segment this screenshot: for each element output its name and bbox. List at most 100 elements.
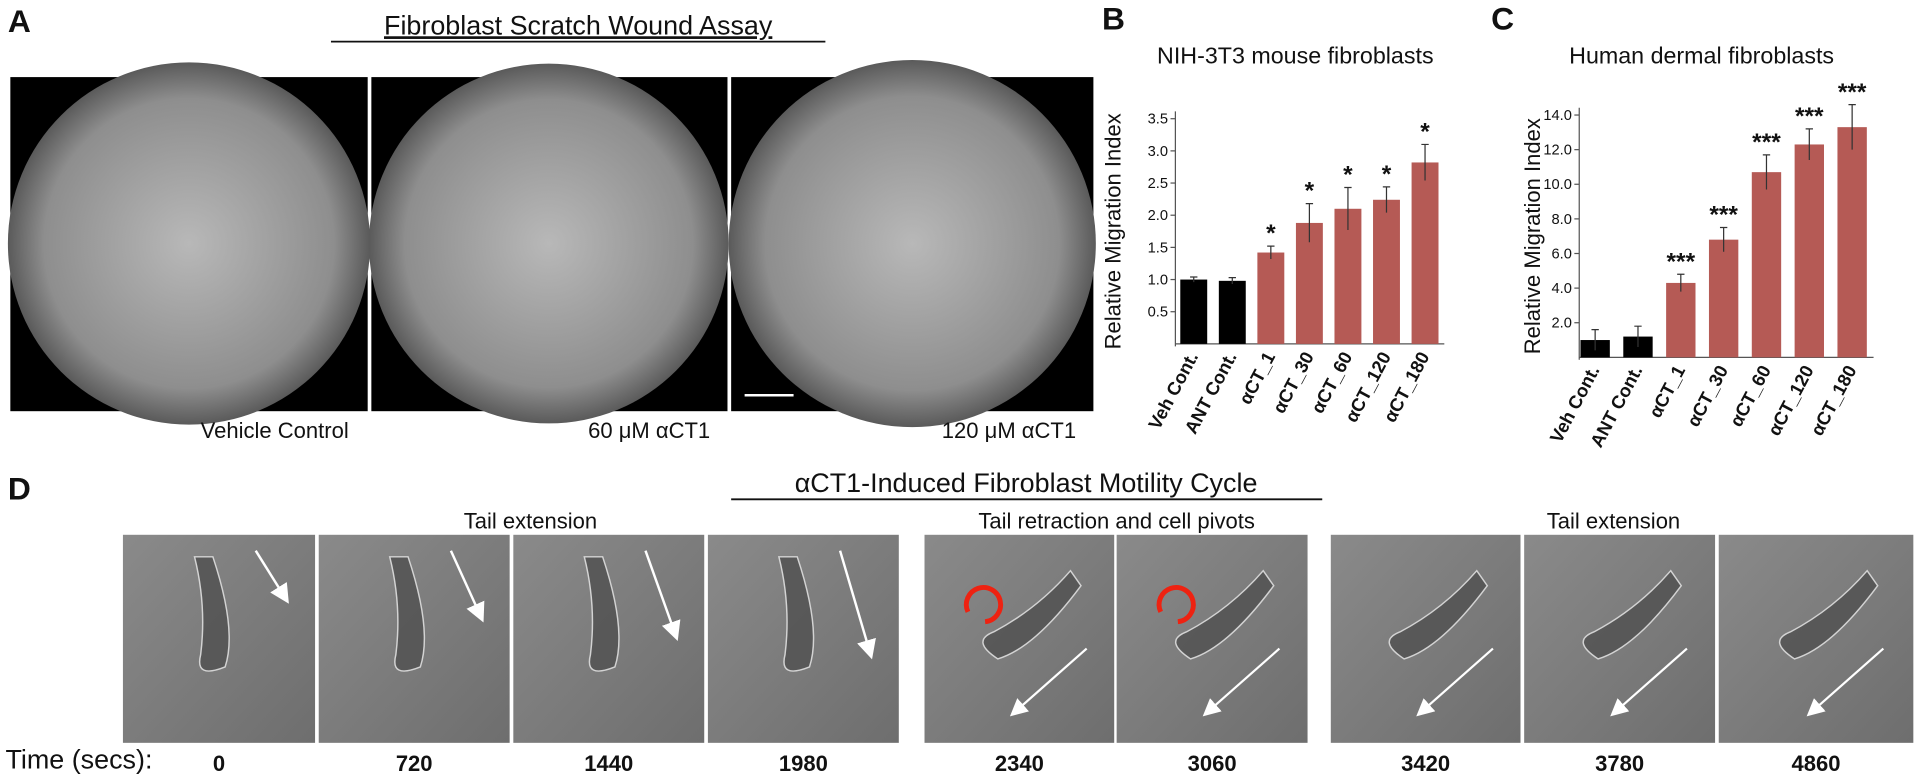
- y-tick-label: 0.5: [1148, 305, 1168, 321]
- error-bar: [1421, 143, 1429, 181]
- error-bar: [1344, 186, 1352, 231]
- arrow: [254, 550, 289, 604]
- phase-label: Tail retraction and cell pivots: [978, 509, 1255, 534]
- bar: [1373, 199, 1400, 344]
- panel-letter: A: [8, 3, 31, 39]
- error-bar: [1267, 245, 1275, 259]
- time-value: 1980: [779, 751, 828, 776]
- cell: [583, 556, 620, 672]
- rotation-arrow: [963, 585, 1003, 625]
- y-tick-label: 2.0: [1148, 208, 1168, 224]
- y-axis-label: Relative Migration Index: [1520, 118, 1545, 354]
- error-bar: [1305, 203, 1314, 243]
- arrow: [1416, 647, 1494, 717]
- y-axis-label: Relative Migration Index: [1100, 113, 1125, 349]
- cell: [982, 569, 1082, 660]
- bar: [1794, 144, 1824, 358]
- error-bar: [1382, 186, 1391, 213]
- caption: 120 μM αCT1: [942, 418, 1076, 443]
- caption: 60 μM αCT1: [588, 418, 710, 443]
- time-value: 3060: [1188, 751, 1237, 776]
- time-lapse-frames: [122, 534, 1914, 743]
- time-value: 3780: [1595, 751, 1644, 776]
- time-label: Time (secs):: [5, 745, 152, 775]
- error-bar: [1591, 329, 1599, 351]
- error-bar: [1762, 154, 1771, 190]
- arrow: [1009, 647, 1088, 717]
- time-value: 1440: [584, 751, 633, 776]
- caption: Vehicle Control: [201, 418, 349, 443]
- cell: [1778, 569, 1879, 660]
- chart-title: Human dermal fibroblasts: [1569, 43, 1834, 69]
- y-tick-label: 14.0: [1543, 108, 1572, 124]
- bar: [1751, 172, 1782, 358]
- significance-label: *: [1266, 220, 1276, 247]
- bar: [1257, 252, 1285, 344]
- y-tick-label: 2.5: [1148, 176, 1168, 192]
- significance-label: *: [1420, 119, 1430, 146]
- arrow: [644, 550, 681, 641]
- bar: [1708, 239, 1739, 358]
- y-tick-label: 10.0: [1543, 177, 1572, 193]
- bar: [1334, 208, 1362, 344]
- y-tick-label: 3.5: [1148, 112, 1168, 128]
- panel-title: Fibroblast Scratch Wound Assay: [384, 10, 773, 40]
- cell: [388, 556, 426, 672]
- rotation-arrow: [1156, 585, 1196, 625]
- panel-letter: B: [1102, 0, 1125, 36]
- panel-letter: C: [1491, 0, 1514, 36]
- arrow: [1202, 647, 1281, 717]
- cell: [1582, 569, 1683, 660]
- arrow: [1610, 647, 1688, 717]
- phase-label: Tail extension: [464, 509, 597, 534]
- significance-label: ***: [1709, 202, 1738, 229]
- cell: [1175, 569, 1275, 660]
- time-value: 4860: [1792, 751, 1841, 776]
- error-bar: [1719, 226, 1728, 252]
- y-tick-label: 1.0: [1148, 272, 1168, 288]
- panel-title: αCT1-Induced Fibroblast Motility Cycle: [795, 468, 1258, 498]
- cell: [777, 556, 815, 672]
- panel-letter: D: [8, 470, 31, 506]
- dish: [728, 59, 1096, 428]
- significance-label: *: [1305, 178, 1315, 205]
- cell: [1388, 569, 1489, 660]
- significance-label: ***: [1838, 79, 1867, 106]
- micrographs: [7, 59, 1096, 428]
- significance-label: ***: [1795, 103, 1824, 130]
- bar: [1180, 279, 1208, 344]
- y-tick-label: 3.0: [1148, 144, 1168, 160]
- error-bar: [1634, 325, 1642, 347]
- arrow: [449, 550, 485, 623]
- bar: [1218, 280, 1246, 344]
- dish: [7, 62, 371, 425]
- y-tick-label: 2.0: [1551, 316, 1571, 332]
- error-bar: [1805, 128, 1813, 161]
- y-tick-label: 8.0: [1551, 212, 1571, 228]
- error-bar: [1190, 276, 1198, 283]
- arrow: [838, 550, 876, 660]
- bar: [1411, 162, 1439, 344]
- cell: [193, 556, 230, 672]
- significance-label: *: [1343, 162, 1353, 189]
- significance-label: *: [1382, 161, 1392, 188]
- error-bar: [1228, 277, 1236, 285]
- phase-label: Tail extension: [1547, 509, 1680, 534]
- bar: [1295, 222, 1323, 344]
- error-bar: [1677, 273, 1685, 292]
- y-tick-label: 6.0: [1551, 246, 1571, 262]
- arrow: [1806, 647, 1885, 717]
- significance-label: ***: [1752, 129, 1781, 156]
- time-value: 720: [396, 751, 433, 776]
- x-tick-label: αCT_1: [1644, 362, 1689, 421]
- time-value: 3420: [1401, 751, 1450, 776]
- time-value: 0: [213, 751, 225, 776]
- error-bar: [1848, 104, 1856, 150]
- y-tick-label: 12.0: [1543, 143, 1572, 159]
- y-tick-label: 1.5: [1148, 240, 1168, 256]
- bar: [1837, 127, 1867, 358]
- bar: [1666, 282, 1696, 358]
- y-tick-label: 4.0: [1551, 281, 1571, 297]
- significance-label: ***: [1667, 248, 1696, 275]
